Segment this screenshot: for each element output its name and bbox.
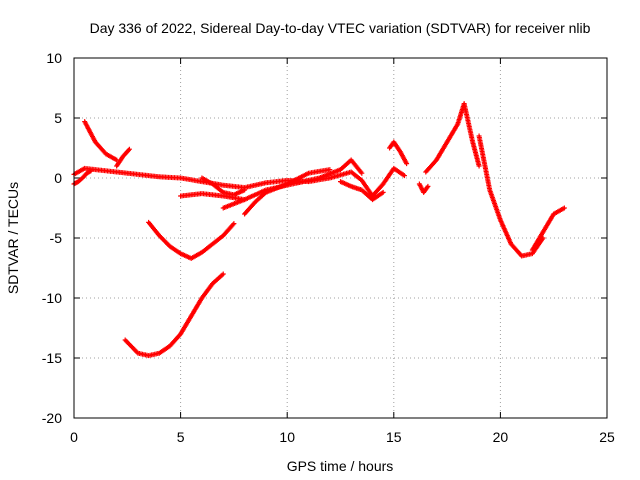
series-arc-c — [114, 146, 132, 169]
grid — [74, 58, 607, 418]
data-point-marker — [380, 189, 386, 195]
data-point-marker — [561, 205, 567, 211]
x-tick-label: 0 — [70, 429, 78, 445]
data-point-marker — [401, 173, 407, 179]
x-tick-label: 20 — [493, 429, 509, 445]
series-arc-a — [71, 168, 94, 187]
chart-title: Day 336 of 2022, Sidereal Day-to-day VTE… — [90, 20, 591, 36]
data-point-marker — [404, 161, 410, 167]
data-point-marker — [476, 163, 482, 169]
series-arc-k — [338, 179, 386, 203]
series-arc-m — [416, 181, 431, 195]
y-axis-label: SDTVAR / TECUs — [5, 182, 21, 294]
data-point-marker — [425, 183, 431, 189]
series-arc-l — [387, 139, 410, 167]
series-arc-j — [295, 157, 365, 186]
x-tick-label: 25 — [599, 429, 615, 445]
series-arc-n — [423, 101, 482, 175]
data-point-marker — [231, 221, 237, 227]
plot-frame — [73, 57, 608, 419]
y-tick-label: -15 — [42, 350, 62, 366]
series-arc-e — [122, 271, 226, 359]
y-tick-label: 5 — [54, 110, 62, 126]
data-point-marker — [126, 146, 132, 152]
data-point-marker — [220, 271, 226, 277]
x-tick-label: 10 — [279, 429, 295, 445]
series-arc-p — [529, 205, 567, 253]
y-tick-label: -20 — [42, 410, 62, 426]
x-tick-label: 5 — [177, 429, 185, 445]
y-tick-label: 10 — [46, 50, 62, 66]
y-tick-label: -5 — [50, 230, 63, 246]
y-tick-label: -10 — [42, 290, 62, 306]
series-arc-o — [476, 133, 546, 259]
x-axis-label: GPS time / hours — [287, 458, 394, 474]
axis-ticks: 0 5 10 15 20 25 -20 -15 -10 -5 0 5 10 — [42, 50, 615, 445]
y-tick-label: 0 — [54, 170, 62, 186]
data-point-marker — [88, 168, 94, 174]
series-arc-d — [146, 219, 237, 261]
data-point-marker — [242, 187, 248, 193]
data-point-marker — [359, 170, 365, 176]
x-tick-label: 15 — [386, 429, 402, 445]
series-arc-g — [199, 175, 248, 198]
series-arc-i — [242, 167, 333, 217]
data-point-marker — [126, 147, 132, 153]
series-arc-main — [71, 165, 407, 199]
series-arc-b — [82, 119, 120, 163]
data-series — [71, 101, 567, 359]
data-point-marker — [327, 167, 333, 173]
